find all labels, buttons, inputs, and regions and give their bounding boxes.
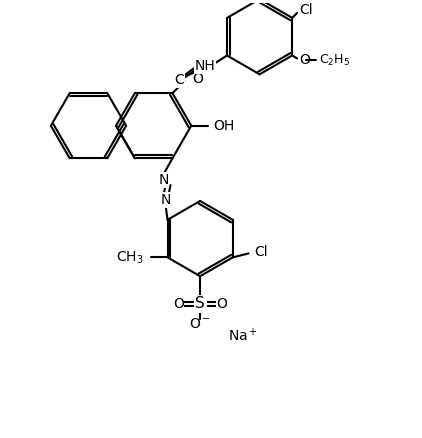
- Text: Cl: Cl: [299, 3, 313, 17]
- Text: NH: NH: [195, 60, 216, 74]
- Text: CH$_3$: CH$_3$: [116, 249, 144, 265]
- Text: C: C: [175, 73, 184, 87]
- Text: OH: OH: [213, 119, 234, 133]
- Text: Cl: Cl: [254, 245, 268, 259]
- Text: C$_2$H$_5$: C$_2$H$_5$: [319, 53, 350, 68]
- Text: O: O: [299, 53, 310, 67]
- Text: O: O: [216, 297, 227, 311]
- Text: S: S: [195, 297, 205, 311]
- Text: N: N: [158, 173, 169, 187]
- Text: O$^-$: O$^-$: [189, 317, 211, 331]
- Text: O: O: [192, 72, 203, 86]
- Text: N: N: [160, 193, 171, 207]
- Text: Na$^+$: Na$^+$: [228, 327, 258, 344]
- Text: O: O: [173, 297, 184, 311]
